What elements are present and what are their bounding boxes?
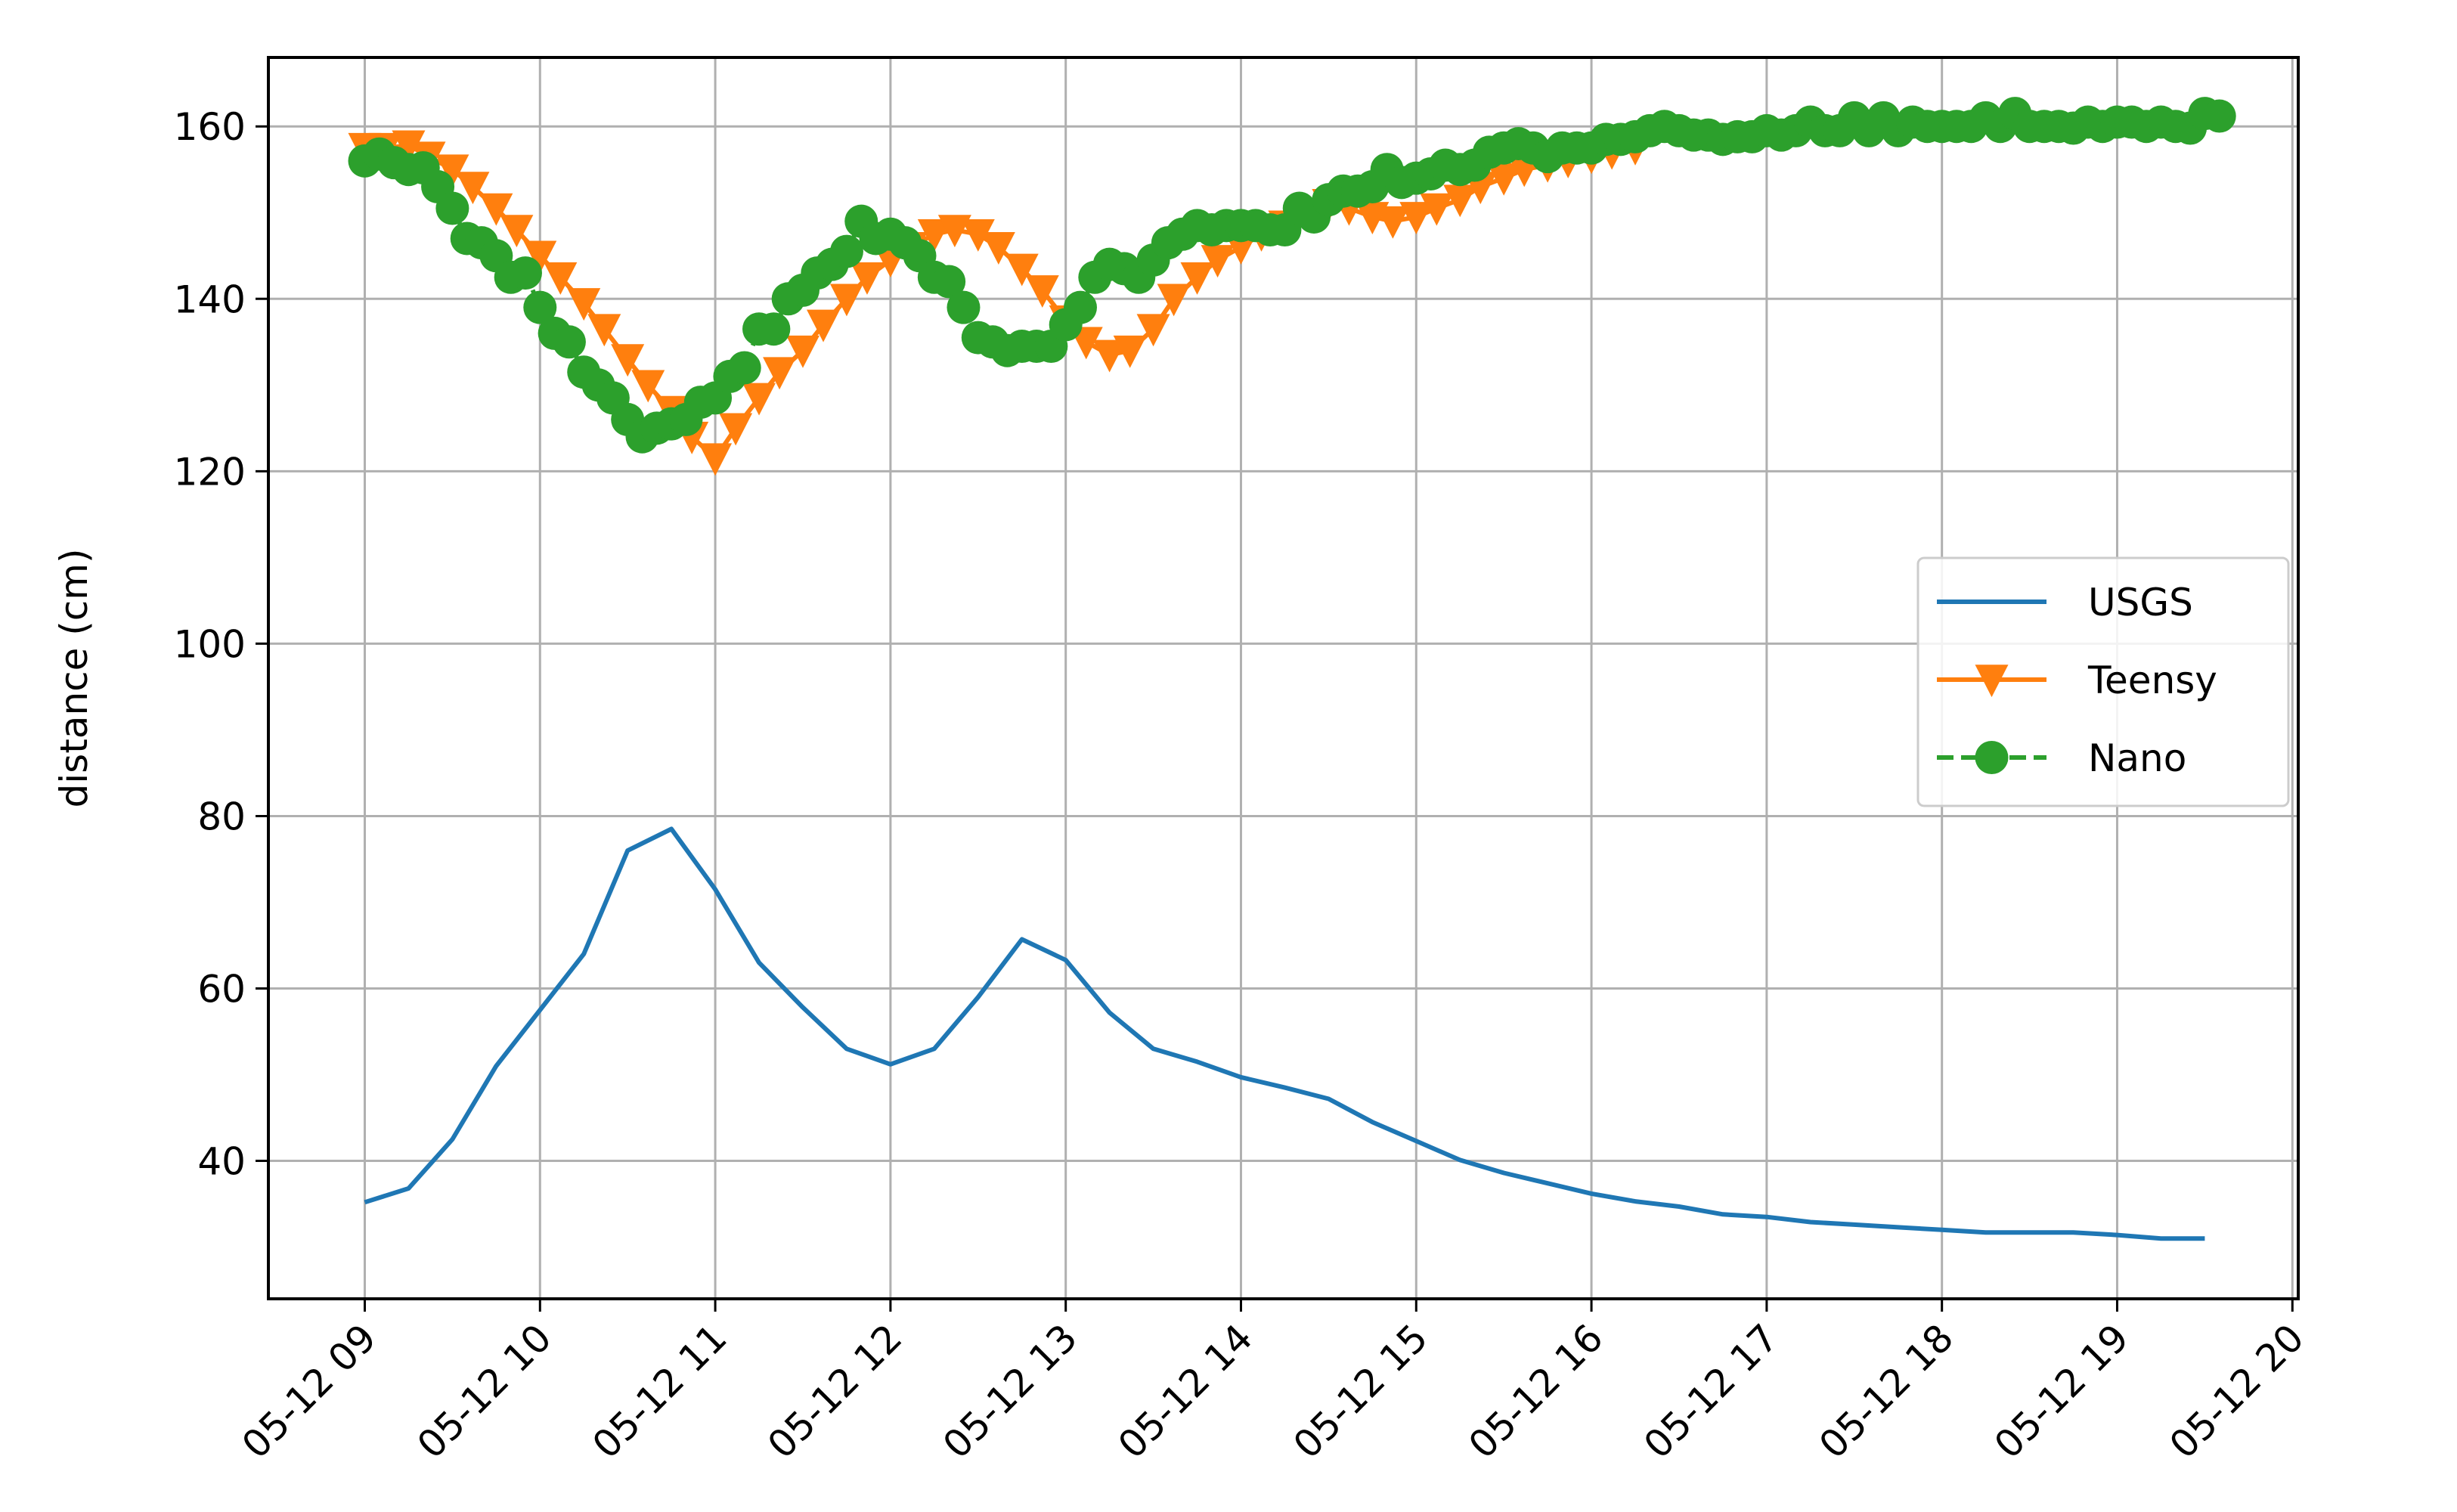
teensy-point [785,335,820,368]
plot-area [348,97,2236,1241]
y-axis-title: distance (cm) [52,549,96,808]
teensy-point [1201,245,1235,278]
teensy-point [1376,206,1410,239]
y-tick-label: 80 [197,795,246,838]
teensy-point [719,413,753,446]
teensy-point [850,262,884,295]
teensy-point [1975,665,2009,698]
teensy-point [961,218,995,252]
y-tick-label: 160 [174,105,246,149]
teensy-point [829,284,863,317]
legend-marker-nano [1975,741,2009,774]
y-tick-label: 40 [197,1140,246,1184]
teensy-point [611,344,645,377]
nano-point [829,234,863,268]
teensy-point [1399,202,1433,235]
teensy-point [500,215,534,248]
nano-point [2202,99,2236,133]
teensy-point [544,262,578,295]
y-tick-label: 120 [174,450,246,494]
y-tick-label: 60 [197,968,246,1012]
teensy-point [631,370,665,403]
teensy-point [1180,262,1214,295]
teensy-point [763,357,797,390]
teensy-point [1420,193,1454,226]
teensy-point [1113,335,1147,368]
legend-label-teensy: Teensy [2087,658,2217,702]
nano-point [508,256,542,290]
legend-label-usgs: USGS [2088,581,2193,624]
usgs-line [364,826,2205,1241]
teensy-point [937,215,971,248]
teensy-point [1025,275,1059,308]
nano-point [435,191,469,225]
teensy-point [981,232,1015,265]
teensy-point [1443,184,1477,218]
nano-point [1064,290,1097,324]
teensy-point [523,240,557,274]
nano-point [523,290,557,324]
teensy-point [1157,284,1191,317]
teensy-point [479,193,513,226]
legend-box [1916,556,2290,807]
plot-frame [267,56,2300,1300]
y-tick-label: 140 [174,277,246,321]
nano-point [932,265,966,299]
nano-point [552,325,586,359]
teensy-point [435,154,469,187]
nano-point [947,290,981,324]
teensy-point [917,218,951,252]
teensy-point [587,314,621,347]
nano-point [757,312,791,346]
teensy-point [567,288,601,321]
teensy-point [742,383,776,416]
series-teensy [348,130,1653,476]
teensy-point [1092,339,1126,373]
y-tick-label: 100 [174,622,246,666]
legend-label-nano: Nano [2088,736,2186,780]
teensy-point [1005,253,1039,287]
teensy-point [1487,163,1521,196]
legend: USGS Teensy Nano [1916,556,2290,807]
series-nano [348,97,2236,454]
teensy-point [456,172,490,205]
series-usgs [364,826,2205,1241]
nano-point [727,351,761,385]
teensy-point [1136,314,1170,347]
teensy-point [392,130,426,163]
teensy-point [807,309,841,342]
teensy-point [699,443,733,476]
